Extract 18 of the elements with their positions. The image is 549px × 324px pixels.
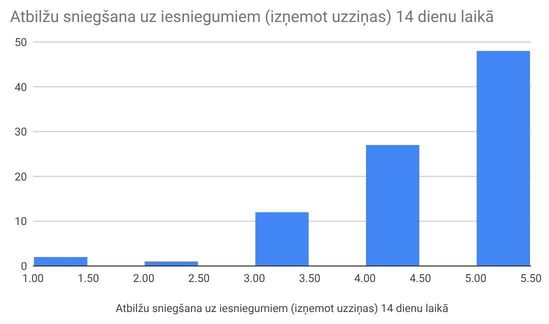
y-tick-label: 30 <box>14 126 27 139</box>
y-tick-label: 50 <box>14 36 27 49</box>
x-tick-label: 1.00 <box>22 272 44 285</box>
x-tick-label: 3.00 <box>244 272 266 285</box>
x-tick-label: 1.50 <box>78 272 100 285</box>
chart-title: Atbilžu sniegšana uz iesniegumiem (izņemot uzziņas) 14 dienu laikā <box>10 7 494 26</box>
y-tick-label: 20 <box>14 170 27 184</box>
x-tick-label: 2.00 <box>132 272 154 285</box>
y-tick-label: 10 <box>14 215 27 228</box>
x-tick-label: 2.50 <box>188 272 210 285</box>
x-tick-label: 5.00 <box>464 272 486 285</box>
y-tick-label: 0 <box>20 260 27 273</box>
x-tick-label: 5.50 <box>520 272 542 285</box>
x-tick-label: 4.00 <box>354 272 376 285</box>
x-axis-title: Atbilžu sniegšana uz iesniegumiem (izņemot uzziņas) 14 dienu laikā <box>116 302 448 315</box>
y-tick-label: 40 <box>14 80 27 94</box>
x-tick-label: 4.50 <box>410 272 432 285</box>
x-tick-label: 3.50 <box>298 272 320 285</box>
